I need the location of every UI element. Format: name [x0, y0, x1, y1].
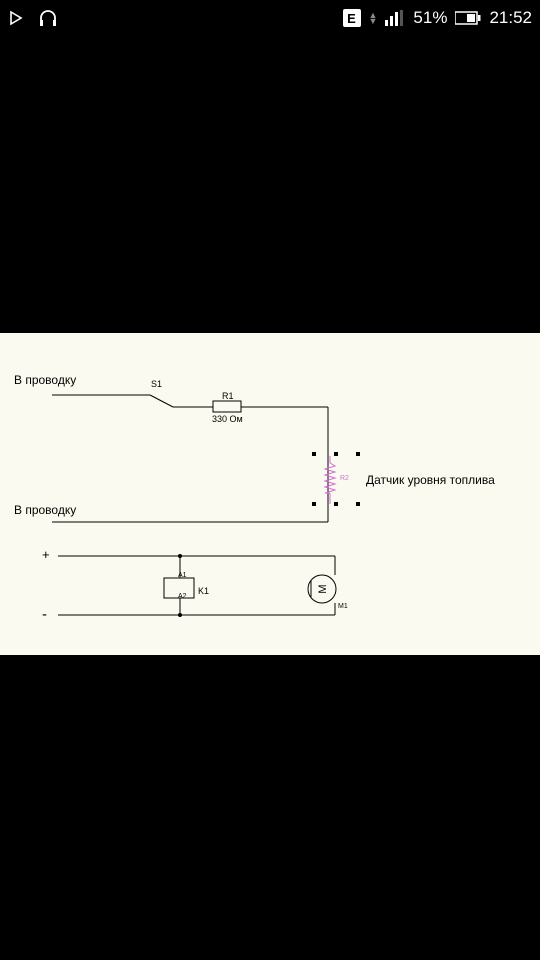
connector-dot	[356, 452, 360, 456]
signal-icon	[385, 10, 405, 26]
label-a2: A2	[178, 593, 187, 600]
label-minus: -	[42, 606, 47, 623]
connector-dot	[334, 502, 338, 506]
battery-icon	[455, 11, 481, 25]
circuit-diagram: М В проводку S1 R1 330 Ом В проводку R2 …	[0, 333, 540, 655]
label-k1: K1	[198, 586, 209, 596]
label-s1: S1	[151, 379, 162, 389]
connector-dot	[356, 502, 360, 506]
label-sensor: Датчик уровня топлива	[366, 473, 495, 487]
status-bar: E ▲▼ 51% 21:52	[0, 0, 540, 36]
play-icon	[8, 10, 24, 26]
label-r2: R2	[340, 475, 349, 482]
label-r1: R1	[222, 391, 234, 401]
connector-dot	[334, 452, 338, 456]
label-wiring-2: В проводку	[14, 503, 76, 517]
label-plus: +	[42, 547, 50, 562]
headphones-icon	[38, 9, 58, 27]
label-a1: A1	[178, 572, 187, 579]
data-arrows-icon: ▲▼	[369, 12, 378, 24]
connector-dot	[312, 502, 316, 506]
battery-percent: 51%	[413, 8, 447, 28]
clock: 21:52	[489, 8, 532, 28]
label-wiring-1: В проводку	[14, 373, 76, 387]
label-m1: M1	[338, 603, 348, 610]
image-viewer[interactable]: М В проводку S1 R1 330 Ом В проводку R2 …	[0, 333, 540, 655]
network-type-badge: E	[343, 9, 361, 27]
connector-dot	[312, 452, 316, 456]
svg-text:М: М	[317, 584, 329, 593]
label-r1-value: 330 Ом	[212, 414, 243, 424]
